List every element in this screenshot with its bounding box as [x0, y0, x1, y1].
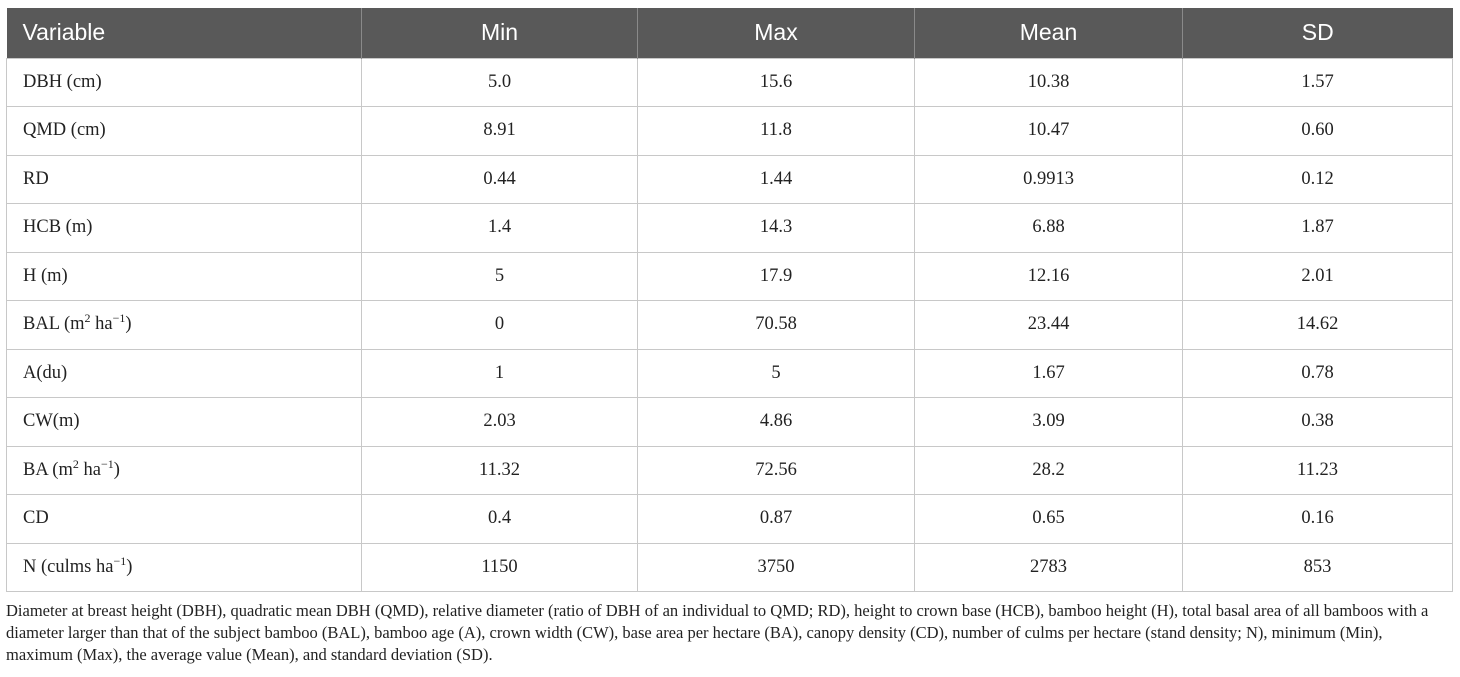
sd-cell: 2.01: [1182, 251, 1453, 301]
sd-cell: 14.62: [1182, 300, 1453, 349]
mean-cell: 0.65: [914, 494, 1183, 543]
mean-cell: 28.2: [914, 445, 1183, 495]
min-cell: 1: [361, 348, 638, 398]
min-cell: 8.91: [361, 106, 638, 155]
descriptive-statistics-table: Variable Min Max Mean SD DBH (cm) 5.0 15…: [6, 8, 1453, 592]
variable-cell: BAL (m2 ha−1): [6, 300, 362, 349]
header-min: Min: [361, 8, 638, 58]
mean-cell: 3.09: [914, 397, 1183, 446]
min-cell: 1.4: [361, 203, 638, 252]
header-mean: Mean: [914, 8, 1183, 58]
table-row: CW(m) 2.03 4.86 3.09 0.38: [6, 397, 1453, 446]
min-cell: 0: [361, 300, 638, 349]
sd-cell: 0.12: [1182, 154, 1453, 204]
mean-cell: 1.67: [914, 348, 1183, 398]
variable-cell: RD: [6, 154, 362, 204]
sd-cell: 0.16: [1182, 494, 1453, 543]
sd-cell: 0.60: [1182, 106, 1453, 155]
table-footnote: Diameter at breast height (DBH), quadrat…: [6, 601, 1429, 664]
variable-cell: H (m): [6, 251, 362, 301]
max-cell: 5: [637, 348, 915, 398]
sd-cell: 0.38: [1182, 397, 1453, 446]
max-cell: 17.9: [637, 251, 915, 301]
mean-cell: 2783: [914, 542, 1183, 592]
table-row: HCB (m) 1.4 14.3 6.88 1.87: [6, 203, 1453, 252]
max-cell: 0.87: [637, 494, 915, 543]
min-cell: 0.4: [361, 494, 638, 543]
header-variable: Variable: [22, 19, 106, 46]
sd-cell: 0.78: [1182, 348, 1453, 398]
mean-cell: 10.47: [914, 106, 1183, 155]
table-row: BA (m2 ha−1) 11.32 72.56 28.2 11.23: [6, 445, 1453, 495]
max-cell: 70.58: [637, 300, 915, 349]
variable-cell: CW(m): [6, 397, 362, 446]
mean-cell: 0.9913: [914, 154, 1183, 204]
min-cell: 1150: [361, 542, 638, 592]
variable-cell: BA (m2 ha−1): [6, 445, 362, 495]
table-row: QMD (cm) 8.91 11.8 10.47 0.60: [6, 106, 1453, 155]
table-row: CD 0.4 0.87 0.65 0.16: [6, 494, 1453, 543]
max-cell: 11.8: [637, 106, 915, 155]
header-sd: SD: [1182, 8, 1453, 58]
sd-cell: 11.23: [1182, 445, 1453, 495]
min-cell: 0.44: [361, 154, 638, 204]
table-header: Variable Min Max Mean SD: [6, 8, 1453, 58]
table-row: H (m) 5 17.9 12.16 2.01: [6, 251, 1453, 301]
variable-cell: CD: [6, 494, 362, 543]
variable-cell: DBH (cm): [6, 57, 362, 107]
variable-cell: A(du): [6, 348, 362, 398]
table-row: RD 0.44 1.44 0.9913 0.12: [6, 154, 1453, 204]
max-cell: 4.86: [637, 397, 915, 446]
sd-cell: 1.87: [1182, 203, 1453, 252]
mean-cell: 6.88: [914, 203, 1183, 252]
min-cell: 11.32: [361, 445, 638, 495]
max-cell: 15.6: [637, 57, 915, 107]
table-figure: Variable Min Max Mean SD DBH (cm) 5.0 15…: [6, 0, 1458, 666]
sd-cell: 1.57: [1182, 57, 1453, 107]
table-row: DBH (cm) 5.0 15.6 10.38 1.57: [6, 57, 1453, 107]
min-cell: 5.0: [361, 57, 638, 107]
header-row: Variable Min Max Mean SD: [6, 8, 1453, 58]
max-cell: 14.3: [637, 203, 915, 252]
variable-cell: QMD (cm): [6, 106, 362, 155]
table-body: DBH (cm) 5.0 15.6 10.38 1.57 QMD (cm) 8.…: [6, 57, 1453, 592]
table-row: N (culms ha−1) 1150 3750 2783 853: [6, 542, 1453, 592]
mean-cell: 23.44: [914, 300, 1183, 349]
mean-cell: 10.38: [914, 57, 1183, 107]
min-cell: 2.03: [361, 397, 638, 446]
mean-cell: 12.16: [914, 251, 1183, 301]
min-cell: 5: [361, 251, 638, 301]
sd-cell: 853: [1182, 542, 1453, 592]
table-row: A(du) 1 5 1.67 0.78: [6, 348, 1453, 398]
max-cell: 1.44: [637, 154, 915, 204]
max-cell: 3750: [637, 542, 915, 592]
table-row: BAL (m2 ha−1) 0 70.58 23.44 14.62: [6, 300, 1453, 349]
variable-cell: N (culms ha−1): [6, 542, 362, 592]
max-cell: 72.56: [637, 445, 915, 495]
header-max: Max: [637, 8, 915, 58]
variable-cell: HCB (m): [6, 203, 362, 252]
